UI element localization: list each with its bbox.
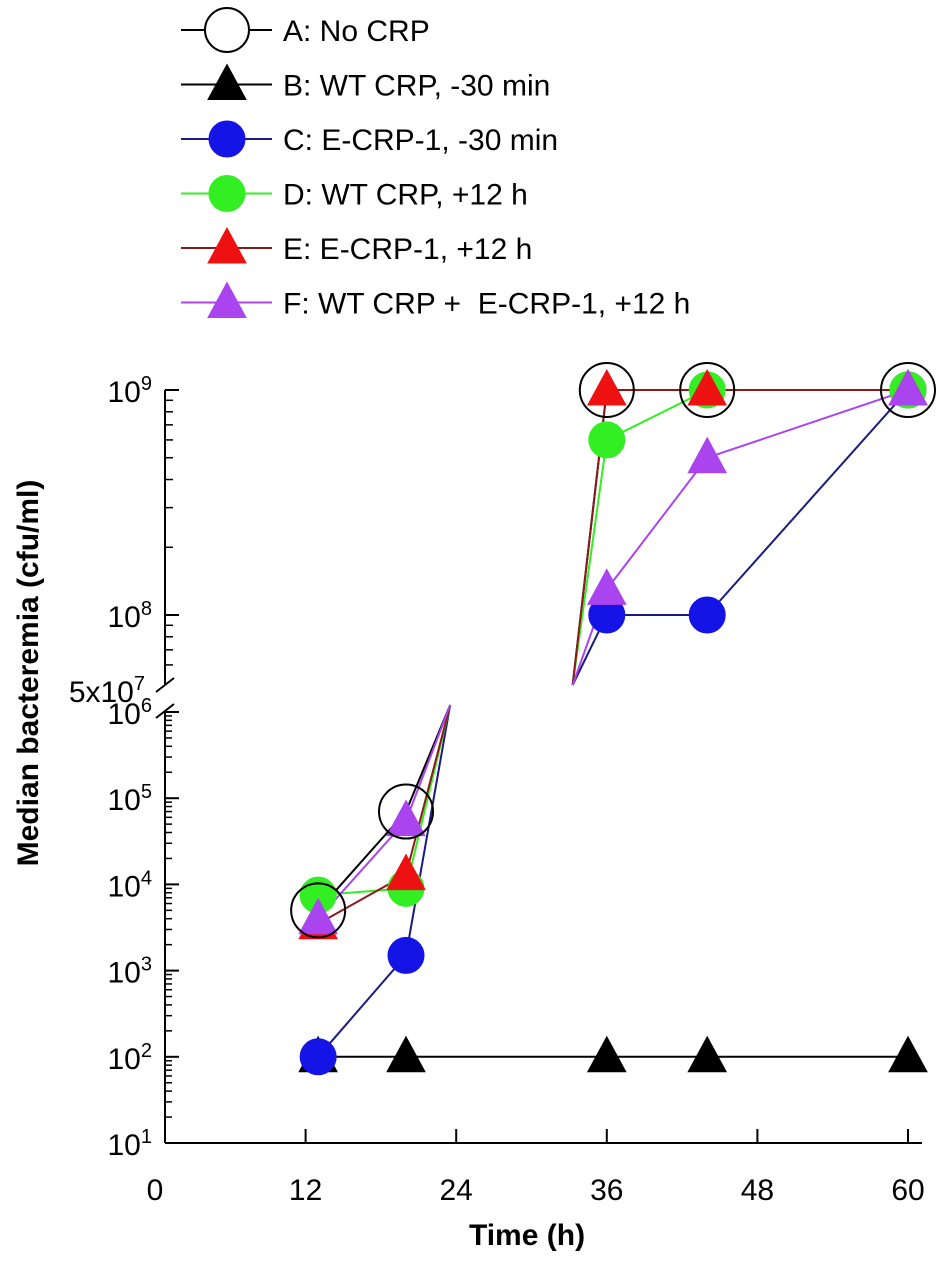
y-tick-label: 106	[108, 695, 153, 731]
data-point-b	[687, 1035, 728, 1073]
y-tick-label: 105	[108, 781, 153, 817]
legend-marker-d	[208, 175, 246, 212]
legend-label-e: E: E-CRP-1, +12 h	[283, 233, 532, 266]
series-line-segment	[606, 389, 708, 441]
data-point-c	[299, 1038, 337, 1076]
data-point-f	[298, 897, 338, 935]
data-point-c	[688, 596, 726, 634]
x-tick-label: 48	[741, 1174, 774, 1207]
data-point-c	[387, 936, 425, 974]
series-line-segment	[405, 704, 452, 875]
series-line-segment	[706, 389, 909, 616]
legend-marker-e	[207, 226, 247, 264]
data-point-e	[386, 853, 426, 891]
y-break-label: 5x107	[69, 673, 145, 709]
data-point-a	[880, 362, 936, 418]
data-point-b	[888, 1035, 928, 1073]
y-tick-label: 108	[108, 598, 153, 634]
legend-marker-c	[208, 120, 246, 158]
series-line-segment	[706, 389, 909, 459]
y-tick-label: 103	[108, 954, 153, 990]
data-point-f	[687, 436, 728, 474]
series-markers	[290, 362, 936, 1076]
legend-label-a: A: No CRP	[283, 15, 430, 48]
x-tick-label: 60	[891, 1174, 924, 1207]
y-tick-label: 109	[108, 373, 153, 409]
legend-label-d: D: WT CRP, +12 h	[283, 179, 528, 212]
x-tick-label: 12	[289, 1174, 322, 1207]
legend-marker-a	[204, 7, 250, 53]
data-point-a	[378, 783, 434, 840]
data-point-f	[888, 368, 928, 406]
y-tick-label: 102	[108, 1040, 153, 1076]
series-line-segment	[317, 954, 407, 1058]
data-point-a	[290, 882, 347, 939]
data-point-f	[386, 799, 426, 837]
x-tick-label: 24	[440, 1174, 473, 1207]
legend-marker-f	[207, 281, 247, 318]
series-line-segment	[606, 457, 708, 590]
data-point-f	[586, 568, 627, 605]
y-tick-label: 101	[108, 1126, 153, 1162]
data-point-d	[588, 421, 626, 459]
x-axis-title: Time (h)	[469, 1219, 585, 1252]
data-point-b	[386, 1035, 426, 1073]
legend-label-c: C: E-CRP-1, -30 min	[283, 124, 558, 157]
data-point-b	[586, 1035, 627, 1073]
axis-break-mark	[155, 677, 175, 693]
axes: 0 12 24 36 48 60 101 102 103 104 105 106 108 109 5x107	[69, 373, 925, 1207]
legend: A: No CRP B: WT CRP, -30 min C: E-CRP-1, -…	[181, 7, 690, 321]
data-point-a	[578, 362, 635, 418]
data-point-a	[679, 362, 736, 418]
legend-label-b: B: WT CRP, -30 min	[283, 70, 550, 103]
data-point-e	[687, 368, 728, 406]
data-point-e	[586, 368, 627, 406]
legend-label-f: F: WT CRP + E-CRP-1, +12 h	[283, 288, 690, 321]
x-tick-label: 36	[590, 1174, 623, 1207]
series-line-segment	[405, 704, 452, 821]
legend-marker-b	[207, 63, 247, 100]
y-axis-title: Median bacteremia (cfu/ml)	[12, 480, 45, 867]
y-tick-label: 104	[108, 867, 153, 903]
series-line-segment	[405, 704, 452, 956]
x-tick-label: 0	[147, 1174, 164, 1207]
